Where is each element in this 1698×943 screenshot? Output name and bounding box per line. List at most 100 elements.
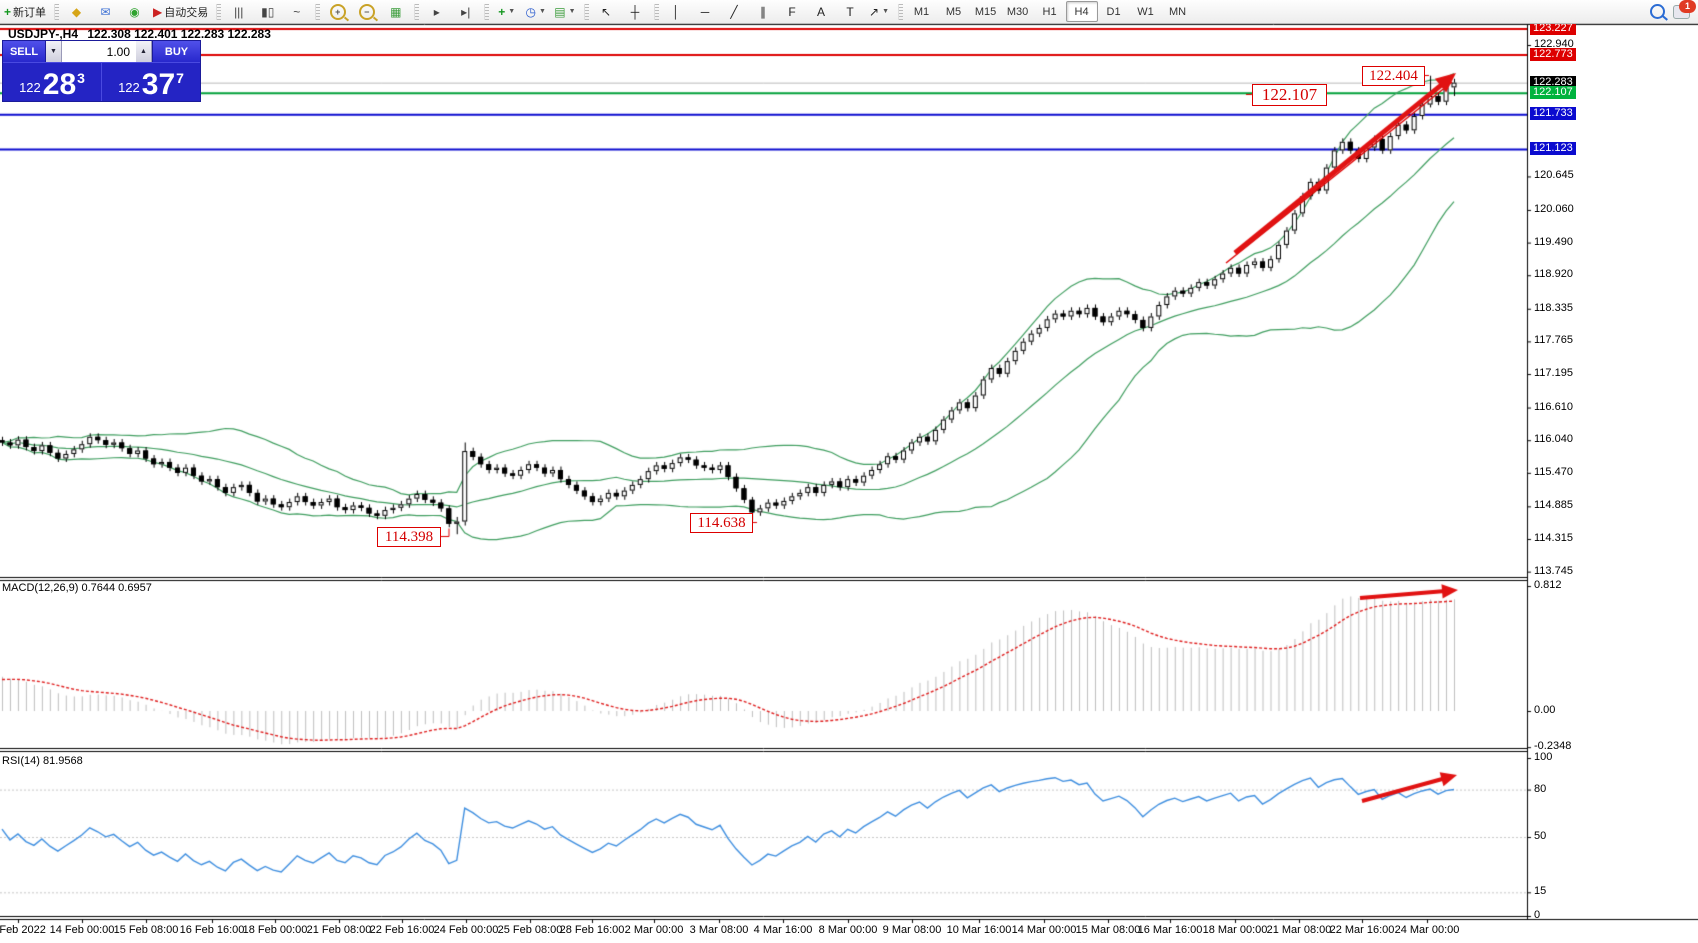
horizontal-line-icon[interactable]: ─ [691, 1, 720, 22]
line-chart-icon[interactable]: ~ [282, 1, 311, 22]
toolbar-separator [897, 3, 903, 20]
autotrading-button[interactable]: ▶ 自动交易 [149, 1, 212, 22]
toolbar-separator [583, 3, 589, 20]
periods-icon[interactable]: ◷ ▼ [521, 1, 550, 22]
bar-chart-icon[interactable]: ||| [224, 1, 253, 22]
cursor-icon[interactable]: ↖ [592, 1, 621, 22]
candlestick-chart-icon[interactable]: ▮▯ [253, 1, 282, 22]
buy-price-big: 37 [141, 68, 176, 101]
toolbar-separator [414, 3, 420, 20]
timeframe-m15[interactable]: M15 [974, 5, 997, 18]
sell-price[interactable]: 122 28 3 [3, 63, 102, 101]
text-label-icon[interactable]: T [836, 1, 865, 22]
symbol-period: USDJPY-,H4 [8, 27, 79, 41]
new-order-button-glyph: + [4, 4, 12, 19]
periods-icon-caret[interactable]: ▼ [539, 8, 546, 15]
text-icon[interactable]: A [807, 1, 836, 22]
mail-icon-glyph: ✉ [100, 4, 111, 19]
volume-down-button[interactable]: ▼ [46, 41, 62, 62]
sell-price-big: 28 [42, 68, 77, 101]
cursor-icon-glyph: ↖ [601, 4, 612, 19]
search-icon[interactable] [1650, 4, 1665, 19]
periods-icon-glyph: ◷ [525, 4, 537, 19]
buy-price-sup: 7 [176, 70, 184, 86]
ohlc-values: 122.308 122.401 122.283 122.283 [87, 27, 271, 41]
timeframe-d1[interactable]: D1 [1106, 5, 1121, 18]
add-indicator-icon-glyph: + [498, 4, 506, 19]
mail-icon[interactable]: ✉ [91, 1, 120, 22]
chart-shift-icon-glyph: ▸| [461, 4, 471, 19]
signal-icon-glyph: ◉ [129, 4, 140, 19]
macd-indicator-label: MACD(12,26,9) 0.7644 0.6957 [2, 582, 152, 594]
channel-icon[interactable]: ∥ [749, 1, 778, 22]
timeframe-m1[interactable]: M1 [913, 5, 930, 18]
horizontal-line-icon-glyph: ─ [700, 4, 710, 19]
line-chart-icon-glyph: ~ [293, 4, 301, 19]
template-icon-caret[interactable]: ▼ [568, 8, 576, 15]
fibonacci-icon-glyph: F [788, 4, 796, 19]
bar-chart-icon-glyph: ||| [234, 4, 244, 19]
zoom-in-icon: + [329, 3, 346, 20]
signal-icon[interactable]: ◉ [120, 1, 149, 22]
vertical-line-icon[interactable]: │ [662, 1, 691, 22]
template-icon-glyph: ▤ [554, 4, 566, 19]
toolbar-separator [216, 3, 222, 20]
buy-price-prefix: 122 [118, 80, 140, 95]
autoscroll-icon-glyph: ▸ [433, 4, 440, 19]
buy-button[interactable]: BUY [152, 41, 200, 62]
crosshair-icon[interactable]: ┼ [621, 1, 650, 22]
trendline-icon[interactable]: ╱ [720, 1, 749, 22]
timeframe-h4[interactable]: H4 [1065, 1, 1098, 22]
toolbar-groups: + 新订单 ◆ ✉ ◉ ▶ 自动交易 ||| ▮▯ ~ + − ▦ ▸ ▸| + ▼ ◷ ▼ ▤ ▼ ↖ ┼ │ ─ ╱ ∥ F A T ↗… [0, 1, 1194, 22]
add-indicator-icon-caret[interactable]: ▼ [508, 8, 516, 15]
volume-up-button[interactable]: ▲ [136, 41, 152, 62]
arrows-tool-icon-caret[interactable]: ▼ [882, 8, 890, 15]
arrows-tool-icon[interactable]: ↗ ▼ [865, 1, 894, 22]
toolbar-separator [653, 3, 659, 20]
candlestick-chart-icon-glyph: ▮▯ [261, 4, 275, 19]
chart-shift-icon[interactable]: ▸| [451, 1, 480, 22]
zoom-in-icon[interactable]: + [323, 1, 352, 22]
notification-badge: 1 [1679, 0, 1696, 13]
text-label-icon-glyph: T [846, 4, 854, 19]
timeframe-m30[interactable]: M30 [1006, 5, 1029, 18]
sell-price-prefix: 122 [19, 80, 41, 95]
timeframe-m5[interactable]: M5 [945, 5, 962, 18]
autotrading-button-label: 自动交易 [164, 6, 209, 19]
new-order-button-label: 新订单 [13, 6, 47, 19]
zoom-out-icon[interactable]: − [352, 1, 381, 22]
volume-input[interactable]: 1.00 [62, 41, 136, 62]
buy-price[interactable]: 122 37 7 [102, 63, 200, 101]
text-icon-glyph: A [817, 4, 826, 19]
channel-icon-glyph: ∥ [760, 4, 767, 19]
add-indicator-icon[interactable]: + ▼ [492, 1, 521, 22]
modify-order-icon-glyph: ◆ [71, 4, 82, 19]
tile-windows-icon[interactable]: ▦ [381, 1, 410, 22]
timeframe-w1[interactable]: W1 [1137, 5, 1154, 18]
chart-title: USDJPY-,H4 122.308 122.401 122.283 122.2… [8, 27, 271, 41]
sell-price-sup: 3 [77, 70, 85, 86]
autotrading-button-glyph: ▶ [153, 4, 163, 19]
vertical-line-icon-glyph: │ [672, 4, 680, 19]
toolbar-separator [54, 3, 60, 20]
toolbar-separator [484, 3, 490, 20]
sell-button[interactable]: SELL [3, 41, 46, 62]
modify-order-icon[interactable]: ◆ [62, 1, 91, 22]
fibonacci-icon[interactable]: F [778, 1, 807, 22]
autoscroll-icon[interactable]: ▸ [422, 1, 451, 22]
arrows-tool-icon-glyph: ↗ [869, 4, 880, 19]
toolbar-right: 1 [1650, 0, 1698, 19]
timeframe-mn[interactable]: MN [1168, 5, 1187, 18]
one-click-trade-panel: SELL ▼ 1.00 ▲ BUY 122 28 3 122 37 7 [2, 40, 201, 102]
trendline-icon-glyph: ╱ [730, 4, 738, 19]
template-icon[interactable]: ▤ ▼ [550, 1, 579, 22]
timeframe-h1[interactable]: H1 [1042, 5, 1057, 18]
zoom-out-icon: − [358, 3, 375, 20]
toolbar-separator [315, 3, 321, 20]
tile-windows-icon-glyph: ▦ [390, 4, 402, 19]
new-order-button[interactable]: + 新订单 [0, 1, 50, 22]
rsi-indicator-label: RSI(14) 81.9568 [2, 755, 83, 767]
notifications-icon[interactable]: 1 [1673, 0, 1696, 19]
